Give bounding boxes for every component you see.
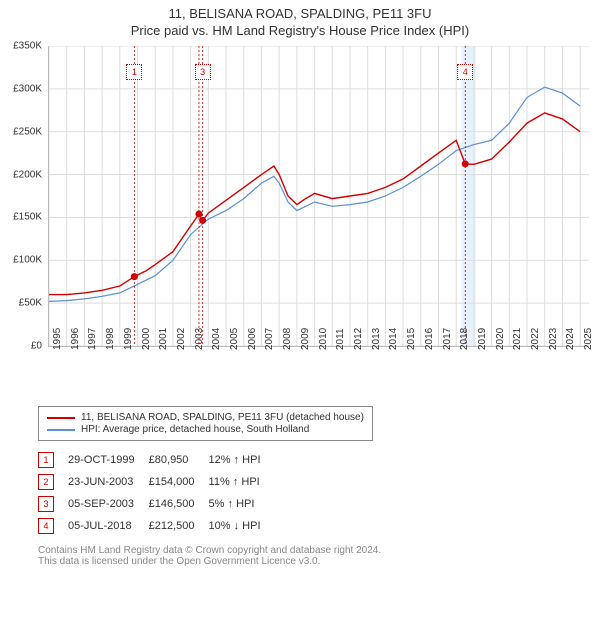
arrow-up-icon: ↑	[228, 498, 234, 510]
x-tick-label: 2011	[335, 328, 346, 350]
x-tick-label: 2021	[512, 328, 523, 350]
title-subtitle: Price paid vs. HM Land Registry's House …	[8, 23, 592, 38]
sale-price: £80,950	[149, 449, 209, 471]
y-tick-label: £300K	[13, 83, 42, 94]
x-tick-label: 1995	[52, 328, 63, 350]
x-tick-label: 2004	[211, 328, 222, 350]
y-tick-label: £250K	[13, 126, 42, 137]
x-tick-label: 2013	[371, 328, 382, 350]
sale-delta: 11% ↑ HPI	[209, 471, 275, 493]
legend-swatch	[47, 417, 75, 419]
y-tick-label: £100K	[13, 255, 42, 266]
x-tick-label: 1999	[123, 328, 134, 350]
table-row: 4 05-JUL-2018£212,50010% ↓ HPI	[38, 515, 275, 537]
x-tick-label: 2020	[495, 328, 506, 350]
sale-price: £154,000	[149, 471, 209, 493]
sale-date: 23-JUN-2003	[68, 471, 149, 493]
x-tick-label: 2025	[583, 328, 594, 350]
x-tick-label: 2010	[318, 328, 329, 350]
x-axis-labels: 1995199619971998199920002001200220032004…	[48, 350, 588, 398]
x-tick-label: 2002	[176, 328, 187, 350]
sale-price: £212,500	[149, 515, 209, 537]
sale-badge: 4	[457, 64, 473, 80]
x-tick-label: 2014	[388, 328, 399, 350]
x-tick-label: 2003	[194, 328, 205, 350]
x-tick-label: 2016	[424, 328, 435, 350]
table-row: 3 05-SEP-2003£146,5005% ↑ HPI	[38, 493, 275, 515]
title-address: 11, BELISANA ROAD, SPALDING, PE11 3FU	[8, 6, 592, 21]
x-tick-label: 2006	[247, 328, 258, 350]
chart-area: £0 £50K £100K £150K £200K £250K £300K £350K 1 3 4…	[8, 42, 592, 402]
x-tick-label: 2012	[353, 328, 364, 350]
sale-badge: 1	[126, 64, 142, 80]
title-block: 11, BELISANA ROAD, SPALDING, PE11 3FU Pr…	[8, 6, 592, 38]
footer-line-1: Contains HM Land Registry data © Crown c…	[38, 545, 592, 556]
legend-item: 11, BELISANA ROAD, SPALDING, PE11 3FU (d…	[47, 412, 364, 423]
arrow-up-icon: ↑	[234, 454, 240, 466]
arrow-down-icon: ↓	[234, 520, 240, 532]
x-tick-label: 2015	[406, 328, 417, 350]
legend-item: HPI: Average price, detached house, Sout…	[47, 424, 364, 435]
y-tick-label: £150K	[13, 212, 42, 223]
x-tick-label: 2022	[530, 328, 541, 350]
x-tick-label: 2009	[300, 328, 311, 350]
sale-badge: 3	[195, 64, 211, 80]
sale-marker: 2	[38, 474, 54, 490]
sale-price: £146,500	[149, 493, 209, 515]
table-row: 2 23-JUN-2003£154,00011% ↑ HPI	[38, 471, 275, 493]
x-tick-label: 2007	[264, 328, 275, 350]
x-tick-label: 1996	[70, 328, 81, 350]
x-tick-label: 2005	[229, 328, 240, 350]
attribution: Contains HM Land Registry data © Crown c…	[38, 545, 592, 567]
legend-swatch	[47, 429, 75, 431]
chart-container: 11, BELISANA ROAD, SPALDING, PE11 3FU Pr…	[0, 0, 600, 577]
sale-date: 05-SEP-2003	[68, 493, 149, 515]
x-tick-label: 1998	[105, 328, 116, 350]
x-tick-label: 2023	[548, 328, 559, 350]
x-tick-label: 2018	[459, 328, 470, 350]
x-tick-label: 2001	[158, 328, 169, 350]
y-tick-label: £350K	[13, 41, 42, 52]
table-row: 1 29-OCT-1999£80,95012% ↑ HPI	[38, 449, 275, 471]
legend-label: HPI: Average price, detached house, Sout…	[81, 424, 309, 435]
y-axis-labels: £0£50K£100K£150K£200K£250K£300K£350K	[8, 42, 44, 342]
sale-date: 05-JUL-2018	[68, 515, 149, 537]
sale-marker: 4	[38, 518, 54, 534]
x-tick-label: 2024	[565, 328, 576, 350]
sale-delta: 5% ↑ HPI	[209, 493, 275, 515]
legend-label: 11, BELISANA ROAD, SPALDING, PE11 3FU (d…	[81, 412, 364, 423]
sale-marker: 3	[38, 496, 54, 512]
plot-svg	[49, 46, 589, 346]
x-tick-label: 2000	[141, 328, 152, 350]
sale-delta: 10% ↓ HPI	[209, 515, 275, 537]
footer-line-2: This data is licensed under the Open Gov…	[38, 556, 592, 567]
arrow-up-icon: ↑	[233, 476, 239, 488]
y-tick-label: £0	[31, 341, 42, 352]
sale-date: 29-OCT-1999	[68, 449, 149, 471]
sales-table: 1 29-OCT-1999£80,95012% ↑ HPI 2 23-JUN-2003…	[38, 449, 275, 537]
y-tick-label: £200K	[13, 169, 42, 180]
legend: 11, BELISANA ROAD, SPALDING, PE11 3FU (d…	[38, 406, 373, 441]
plot-region: 1 3 4	[48, 46, 589, 347]
x-tick-label: 2008	[282, 328, 293, 350]
y-tick-label: £50K	[19, 298, 42, 309]
x-tick-label: 2017	[442, 328, 453, 350]
x-tick-label: 2019	[477, 328, 488, 350]
x-tick-label: 1997	[87, 328, 98, 350]
sale-delta: 12% ↑ HPI	[209, 449, 275, 471]
sale-marker: 1	[38, 452, 54, 468]
